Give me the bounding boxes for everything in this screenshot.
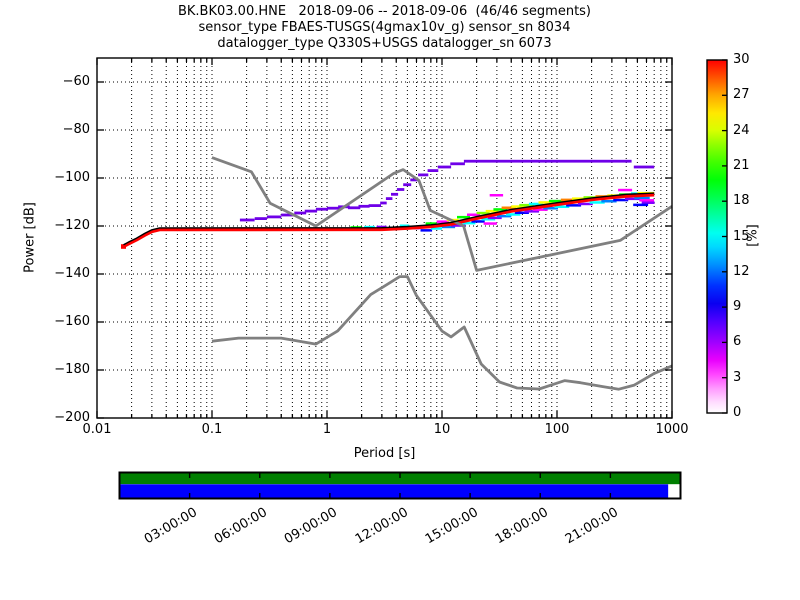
colorbar-tick-label: 3 <box>733 369 742 385</box>
colorbar-tick-label: 30 <box>733 52 750 67</box>
colorbar-tick-label: 9 <box>733 299 742 315</box>
y-tick-label: −80 <box>62 122 90 137</box>
colorbar-tick-label: 6 <box>733 334 742 350</box>
x-tick-label: 1 <box>322 422 332 437</box>
x-axis-label: Period [s] <box>353 446 416 461</box>
figure-title-datalogger: datalogger_type Q330S+USGS datalogger_sn… <box>217 36 552 51</box>
colorbar <box>706 59 728 414</box>
colorbar-tick-label: 27 <box>733 87 750 103</box>
colorbar-tick-label: 21 <box>733 157 750 173</box>
figure-title-station: BK.BK03.00.HNE 2018-09-06 -- 2018-09-06 … <box>177 4 592 19</box>
y-tick-label: −200 <box>54 410 90 425</box>
x-tick-label: 0.01 <box>82 422 112 437</box>
x-tick-label: 10 <box>433 422 451 437</box>
x-tick-label: 0.1 <box>201 422 223 437</box>
psd-mode-line <box>123 192 655 246</box>
x-tick-label: 100 <box>544 422 570 437</box>
colorbar-tick-label: 18 <box>733 193 750 209</box>
colorbar-tick-label: 12 <box>733 263 750 279</box>
y-tick-label: −100 <box>54 170 90 185</box>
x-tick-label: 1000 <box>655 422 689 437</box>
y-tick-label: −180 <box>54 362 90 377</box>
plot-grid <box>97 58 672 418</box>
timeline-coverage-bar <box>118 471 682 500</box>
ppsd-core-band <box>121 193 655 249</box>
figure-title-sensor: sensor_type FBAES-TUSGS(4gmax10v_g) sens… <box>198 20 571 35</box>
low-percentage-trace <box>239 159 655 222</box>
y-tick-label: −160 <box>54 314 90 329</box>
colorbar-tick-label: 24 <box>733 122 750 138</box>
colorbar-tick-label: 0 <box>733 405 742 420</box>
y-tick-label: −120 <box>54 218 90 233</box>
colorbar-tick-label: 15 <box>733 228 750 244</box>
y-tick-label: −140 <box>54 266 90 281</box>
title-block: BK.BK03.00.HNE 2018-09-06 -- 2018-09-06 … <box>97 4 672 52</box>
axes-frame <box>96 57 673 419</box>
y-tick-label: −60 <box>62 74 90 89</box>
noise-model-curves <box>211 156 673 391</box>
